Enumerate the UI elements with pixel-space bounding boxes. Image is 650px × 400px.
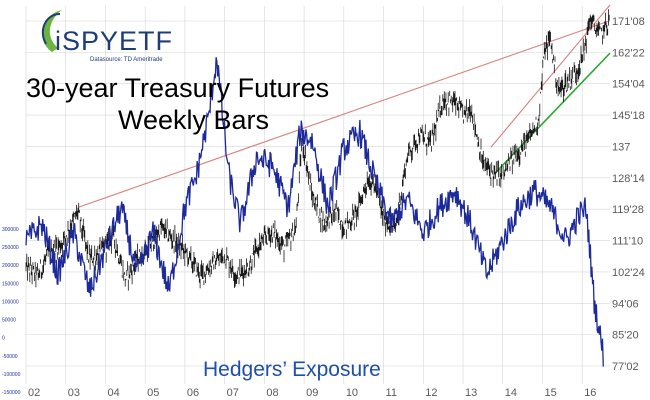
price-series <box>25 9 610 291</box>
price-tick-label: 128'14 <box>612 173 645 185</box>
price-tick-label: 111'10 <box>612 236 643 248</box>
hedgers-tick-label: 250000 <box>2 245 19 251</box>
hedgers-tick-label: 150000 <box>2 281 19 287</box>
green-trendline <box>494 52 611 174</box>
logo: iSPYETF Datasource: TD Ameritrade <box>41 10 173 63</box>
x-tick-label: 14 <box>505 387 517 399</box>
x-tick-label: 13 <box>465 387 477 399</box>
x-tick-label: 16 <box>584 387 596 399</box>
hedgers-series <box>25 57 604 367</box>
red-trendline <box>77 20 611 209</box>
chart-title-line1: 30-year Treasury Futures <box>26 73 329 103</box>
grid <box>25 6 610 384</box>
hedgers-tick-label: 0 <box>2 336 5 342</box>
x-tick-label: 10 <box>346 387 358 399</box>
x-tick-label: 05 <box>147 387 159 399</box>
x-tick-label: 04 <box>107 387 119 399</box>
x-tick-label: 11 <box>386 387 397 399</box>
hedgers-label: Hedgers’ Exposure <box>203 358 381 381</box>
price-tick-label: 77'02 <box>612 361 639 373</box>
price-tick-label: 94'06 <box>612 298 639 310</box>
logo-swoosh-icon <box>41 10 62 52</box>
price-weekly-bars <box>25 9 610 291</box>
hedgers-tick-label: 100000 <box>2 299 19 305</box>
hedgers-exposure-line <box>25 57 604 367</box>
hedgers-tick-label: 300000 <box>2 227 19 233</box>
hedgers-tick-label: -100000 <box>2 372 21 378</box>
hedgers-tick-label: -50000 <box>2 354 18 360</box>
x-tick-label: 06 <box>187 387 199 399</box>
price-tick-label: 119'28 <box>612 204 644 216</box>
price-tick-label: 85'20 <box>612 330 639 342</box>
price-tick-label: 137 <box>612 141 630 153</box>
x-tick-label: 07 <box>227 387 239 399</box>
price-tick-label: 102'24 <box>612 267 645 279</box>
hedgers-axis: 300000 250000 200000 150000 100000 50000 0 -500… <box>2 227 21 396</box>
red-trendline <box>490 4 611 148</box>
x-tick-label: 08 <box>266 387 278 399</box>
x-tick-label: 15 <box>544 387 556 399</box>
x-tick-label: 09 <box>306 387 318 399</box>
price-tick-label: 162'22 <box>612 47 645 59</box>
trend-lines <box>77 4 611 209</box>
price-axis: 171'08 162'22 154'04 145'18 137 128'14 119'28 1… <box>612 16 645 373</box>
x-tick-label: 02 <box>28 387 40 399</box>
x-axis: 02 03 04 05 06 07 08 09 10 11 12 13 14 15 16 <box>28 387 596 399</box>
x-tick-label: 03 <box>68 387 80 399</box>
price-tick-label: 171'08 <box>612 16 645 28</box>
logo-datasource: Datasource: TD Ameritrade <box>90 57 163 63</box>
logo-brand: iSPYETF <box>55 26 173 56</box>
hedgers-tick-label: 50000 <box>2 318 16 324</box>
price-tick-label: 145'18 <box>612 110 645 122</box>
x-tick-label: 12 <box>425 387 437 399</box>
hedgers-tick-label: 200000 <box>2 263 19 269</box>
price-tick-label: 154'04 <box>612 79 645 91</box>
hedgers-tick-label: -150000 <box>2 390 21 396</box>
chart-title-line2: Weekly Bars <box>118 105 269 135</box>
